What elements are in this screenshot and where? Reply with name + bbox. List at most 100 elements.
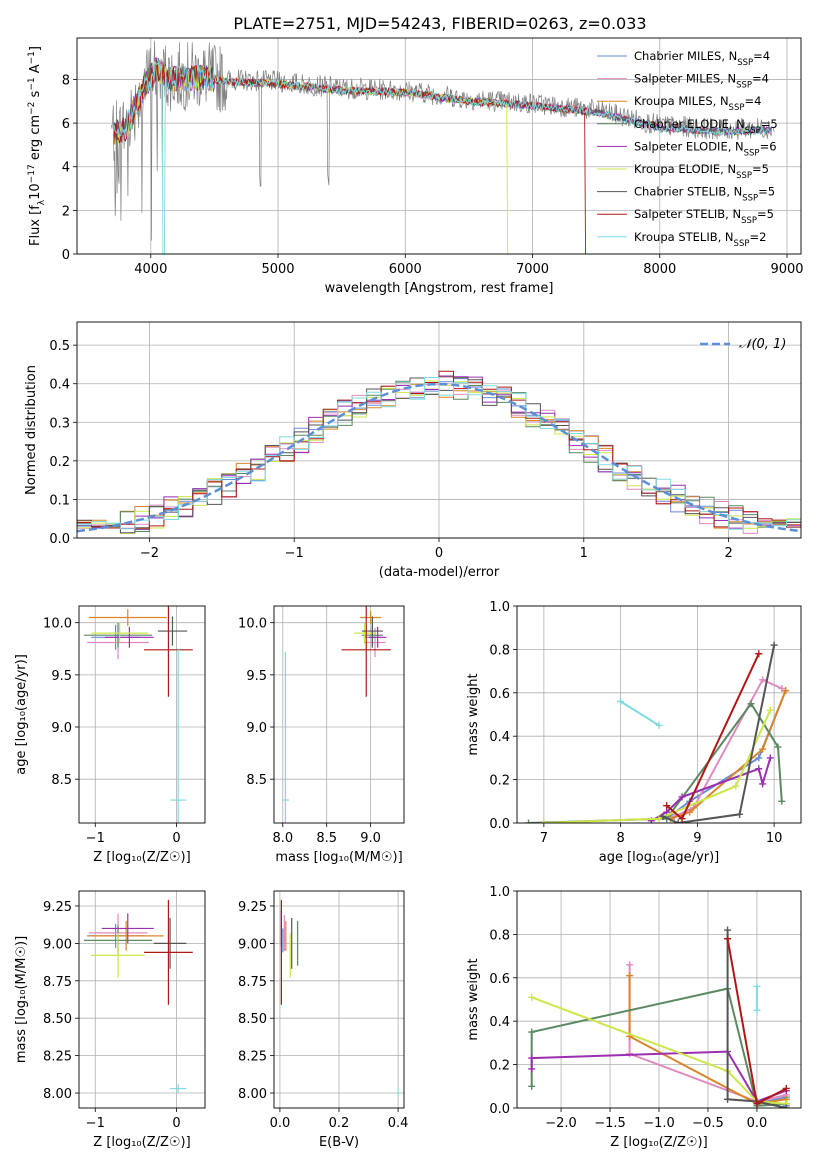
marker-chab_stelib [674, 819, 682, 823]
y-axis-label: mass weight [466, 958, 481, 1040]
tick-label-y: 0.4 [489, 1015, 510, 1030]
legend-entry: Kroupa ELODIE, NSSP=5 [634, 162, 769, 181]
marker-krou_stelib [753, 982, 761, 990]
y-axis-label: mass [log₁₀(M/M☉)] [14, 936, 29, 1063]
tick-label-y: 0.3 [49, 416, 70, 431]
x-axis-label: wavelength [Angstrom, rest frame] [325, 281, 554, 296]
tick-label-y: 0.4 [49, 378, 70, 393]
tick-label-y: 8.00 [43, 1087, 72, 1102]
marker-chab_miles [755, 754, 763, 762]
tick-label-y: 0 [62, 248, 70, 263]
series-salp_miles [673, 678, 783, 818]
tick-label-x: −1.5 [594, 1116, 626, 1131]
x-axis-label: mass [log₁₀(M/M☉)] [275, 850, 402, 865]
x-axis-label: Z [log₁₀(Z/Z☉)] [93, 850, 190, 865]
marker-salp_elodie [528, 1054, 536, 1062]
legend-entry: Chabrier STELIB, NSSP=5 [634, 185, 775, 204]
tick-label-y: 9.0 [246, 721, 267, 736]
tick-label-y: 8.75 [43, 975, 72, 990]
tick-label-x: 8.5 [316, 831, 337, 846]
tick-label-y: 8.50 [238, 1012, 267, 1027]
x-axis-label: age [log₁₀(age/yr)] [599, 850, 720, 865]
marker-salp_stelib [782, 1084, 790, 1092]
marker-krou_miles [782, 687, 790, 695]
marker-krou_stelib [655, 721, 663, 729]
marker-chab_stelib [659, 812, 667, 820]
tick-label-x: 9.0 [360, 831, 381, 846]
marker-salp_stelib [724, 935, 732, 943]
tick-label-y: 9.5 [51, 669, 72, 684]
tick-label-y: 0.2 [489, 774, 510, 789]
tick-label-y: 9.5 [246, 669, 267, 684]
marker-chab_stelib [736, 810, 744, 818]
tick-label-x: 4000 [134, 262, 167, 277]
tick-label-x: −2.0 [545, 1116, 577, 1131]
axes-frame [76, 321, 802, 539]
tick-label-y: 0.6 [489, 972, 510, 987]
histogram-krou_stelib [77, 377, 801, 530]
marker-chab_elodie [774, 743, 782, 751]
tick-label-x: 9 [693, 831, 701, 846]
tick-label-x: 0 [172, 1116, 180, 1131]
marker-salp_elodie [528, 1065, 536, 1073]
plot-area-spectrum [111, 40, 775, 254]
tick-label-x: 8000 [643, 262, 676, 277]
series-chab_stelib [662, 644, 776, 823]
tick-label-x: 0.0 [747, 1116, 768, 1131]
x-axis-label: Z [log₁₀(Z/Z☉)] [610, 1135, 707, 1150]
plot-area-age_vs_mass [281, 606, 391, 823]
tick-label-x: −1 [86, 1116, 105, 1131]
tick-label-y: 8.00 [238, 1087, 267, 1102]
x-axis-label: E(B-V) [319, 1135, 359, 1150]
tick-label-y: 8.50 [43, 1012, 72, 1027]
marker-krou_elodie [732, 782, 740, 790]
tick-label-x: 6000 [389, 262, 422, 277]
y-axis-label: Normed distribution [24, 365, 39, 495]
tick-label-x: −1 [86, 831, 105, 846]
legend-entry: Salpeter ELODIE, NSSP=6 [634, 139, 777, 158]
tick-label-y: 0.2 [49, 455, 70, 470]
tick-label-y: 4 [62, 161, 70, 176]
marker-salp_miles [759, 676, 767, 684]
legend: Chabrier MILES, NSSP=4 Salpeter MILES, NS… [597, 49, 778, 249]
axes-frame [76, 37, 802, 255]
tick-label-x: −0.5 [692, 1116, 724, 1131]
tick-label-y: 0.0 [49, 532, 70, 547]
marker-krou_miles [626, 972, 634, 980]
tick-label-y: 10.0 [43, 617, 72, 632]
axes-frame [273, 605, 405, 824]
tick-label-x: 5000 [261, 262, 294, 277]
axes-weight_vs_Z: −2.0 −1.5 −1.0 −0.5 0.0 0.0 0.2 0.4 0.6 0.8 1.0 Z [… [466, 885, 802, 1150]
gaussian-curve [77, 382, 801, 533]
axes-age_vs_Z: −1 0 8.5 9.0 9.5 10.0 Z [log₁₀(Z/Z☉)] age [log₁… [14, 605, 206, 865]
axes-weight_vs_age: 7 8 9 10 0.0 0.2 0.4 0.6 0.8 1.0 age [log₁₀(age/yr… [466, 600, 802, 865]
axes-age_vs_mass: 8.0 8.5 9.0 8.5 9.0 9.5 10.0 mass [log₁₀(M/M☉)] [238, 605, 405, 865]
tick-label-x: 10 [766, 831, 783, 846]
y-axis-label: mass weight [466, 673, 481, 755]
marker-chab_elodie [525, 819, 533, 823]
legend-entry: 𝒩(0, 1) [739, 337, 786, 352]
marker-salp_elodie [766, 754, 774, 762]
tick-label-y: 9.25 [43, 900, 72, 915]
axes-spectrum: 4000 5000 6000 7000 8000 9000 0 2 4 6 8 wavelength … [27, 37, 804, 296]
y-axis-label: age [log₁₀(age/yr)] [14, 654, 29, 775]
marker-chab_elodie [528, 1082, 536, 1090]
plot-area-weight_vs_Z [528, 926, 790, 1108]
marker-chab_elodie [747, 700, 755, 708]
marker-salp_miles [626, 961, 634, 969]
tick-label-x: 9000 [770, 262, 803, 277]
marker-krou_stelib [617, 697, 625, 705]
marker-salp_miles [626, 1050, 634, 1058]
marker-krou_elodie [540, 819, 548, 823]
tick-label-y: 0.2 [489, 1059, 510, 1074]
plot-area-age_vs_Z [83, 606, 193, 823]
axes-frame [78, 605, 206, 824]
tick-label-y: 8 [62, 73, 70, 88]
marker-chab_elodie [528, 1028, 536, 1036]
tick-label-y: 8.5 [51, 773, 72, 788]
tick-label-y: 8.75 [238, 975, 267, 990]
tick-label-x: 0.2 [329, 1116, 350, 1131]
tick-label-x: 0.0 [270, 1116, 291, 1131]
tick-label-x: 8 [616, 831, 624, 846]
legend-entry: Chabrier ELODIE, NSSP=5 [634, 117, 778, 136]
